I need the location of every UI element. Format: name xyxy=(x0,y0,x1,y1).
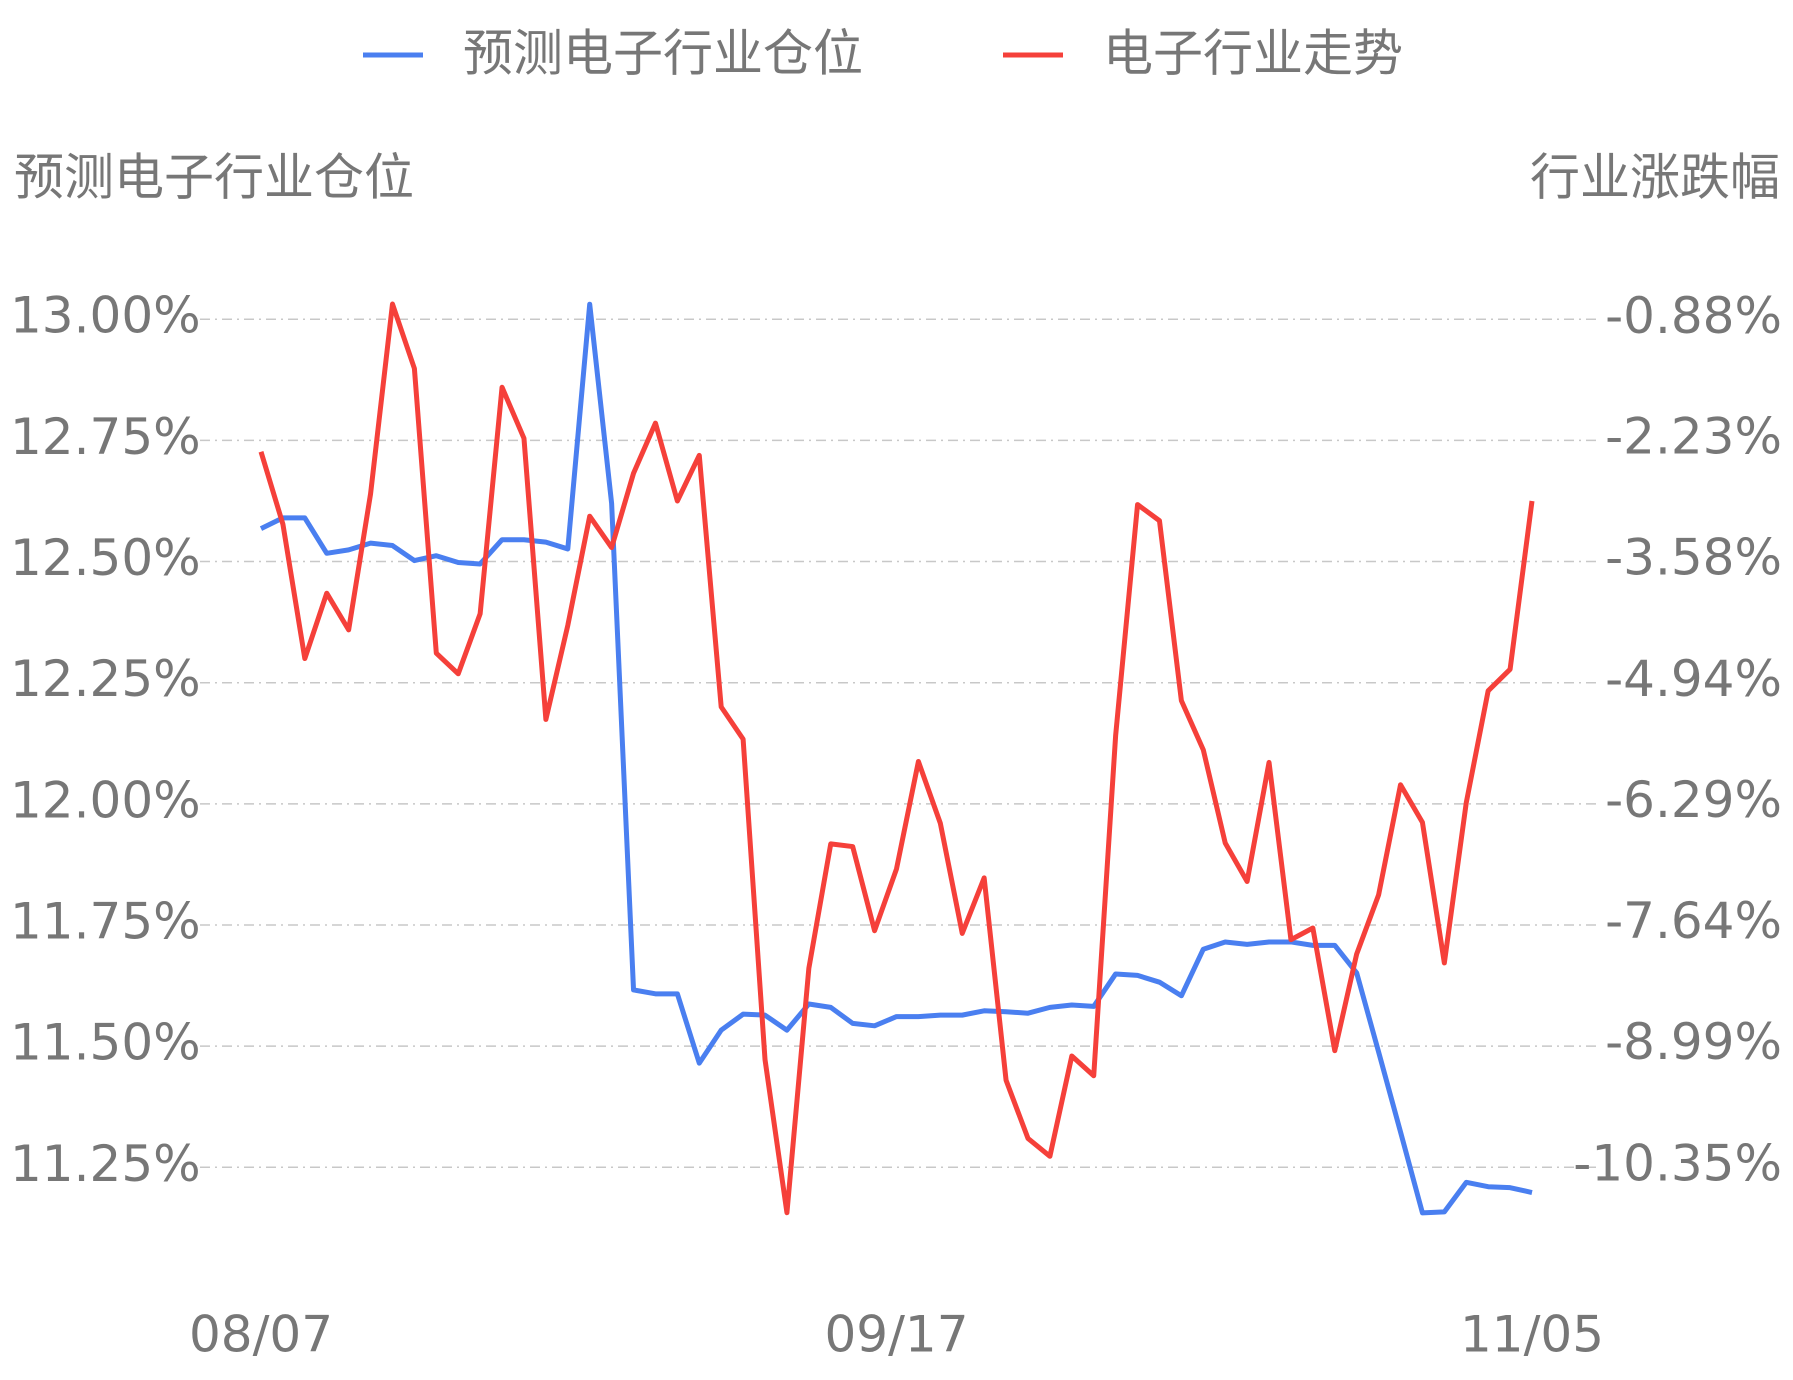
y2-tick-label: -6.29% xyxy=(1605,771,1782,829)
y2-tick-label: -3.58% xyxy=(1605,528,1782,586)
y2-tick-label: -0.88% xyxy=(1605,287,1782,345)
x-tick-label: 09/17 xyxy=(824,1306,968,1364)
y-tick-label: 12.75% xyxy=(10,408,201,466)
y2-tick-label: -8.99% xyxy=(1605,1013,1782,1071)
y-tick-label: 11.75% xyxy=(10,893,201,951)
legend-label: 预测电子行业仓位 xyxy=(463,25,863,83)
line-series xyxy=(258,301,1535,1216)
y-tick-label: 11.25% xyxy=(10,1135,201,1193)
y2-axis-title: 行业涨跌幅 xyxy=(1530,149,1780,207)
y2-tick-label: -2.23% xyxy=(1605,408,1782,466)
y-tick-label: 13.00% xyxy=(10,287,201,345)
y2-tick-label: -7.64% xyxy=(1605,892,1782,950)
y2-tick-label: -4.94% xyxy=(1605,650,1782,708)
y-tick-label: 11.50% xyxy=(10,1014,201,1072)
y-tick-label: 12.25% xyxy=(10,650,201,708)
y-axis-title: 预测电子行业仓位 xyxy=(14,149,414,207)
y2-tick-label: -10.35% xyxy=(1573,1135,1782,1193)
line-series xyxy=(259,301,1533,1216)
y-tick-label: 12.50% xyxy=(10,529,201,587)
y-tick-label: 12.00% xyxy=(10,771,201,829)
x-tick-label: 11/05 xyxy=(1460,1306,1604,1364)
legend-label: 电子行业走势 xyxy=(1103,25,1403,83)
x-tick-label: 08/07 xyxy=(189,1306,333,1364)
